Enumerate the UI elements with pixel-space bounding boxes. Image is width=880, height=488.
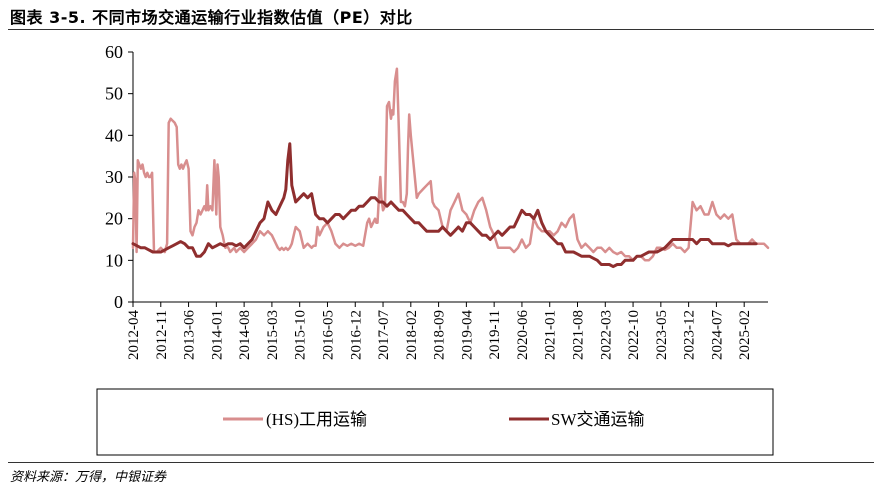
source-note: 资料来源：万得，中银证券: [10, 470, 167, 485]
series-line-hs: [131, 67, 770, 262]
x-axis: 2012-04 2012-11 2013-06 2014-01 2014-08 2015-…: [126, 301, 768, 360]
footer-divider: [8, 462, 874, 463]
x-tick-label: 2021-08: [571, 310, 587, 360]
x-tick-label: 2024-07: [709, 310, 725, 360]
y-tick-label: 60: [105, 42, 123, 62]
x-tick-label: 2012-11: [154, 310, 170, 359]
x-tick-label: 2013-06: [182, 310, 198, 360]
legend-box: [96, 388, 774, 456]
y-tick-label: 10: [105, 250, 123, 270]
legend-label-sw: SW交通运输: [551, 410, 645, 429]
x-tick-label: 2017-07: [376, 310, 392, 360]
x-tick-label: 2018-09: [432, 310, 448, 360]
x-tick-label: 2019-11: [487, 310, 503, 359]
y-tick-label: 50: [105, 84, 123, 104]
x-tick-label: 2022-03: [598, 310, 614, 360]
y-tick-label: 0: [114, 292, 123, 312]
x-tick-label: 2020-06: [515, 310, 531, 360]
y-axis: 0 10 20 30 40 50 60: [105, 42, 134, 312]
series-line-sw: [131, 142, 758, 269]
x-tick-label: 2022-10: [626, 310, 642, 360]
chart: 0 10 20 30 40 50 60 2012-04 2012-11 2013-06 2014-…: [96, 42, 774, 456]
x-tick-label: 2023-05: [654, 310, 670, 360]
x-tick-label: 2014-08: [237, 310, 253, 360]
x-tick-label: 2023-12: [682, 310, 698, 360]
x-tick-label: 2019-04: [459, 310, 475, 360]
chart-title: 图表 3-5. 不同市场交通运输行业指数估值（PE）对比: [10, 8, 413, 27]
x-tick-label: 2015-10: [293, 310, 309, 360]
legend: (HS)工用运输 SW交通运输: [96, 388, 774, 456]
y-tick-label: 20: [105, 209, 123, 229]
x-tick-label: 2014-01: [209, 310, 225, 360]
x-tick-label: 2025-02: [737, 310, 753, 360]
x-tick-label: 2016-05: [320, 310, 336, 360]
x-tick-label: 2015-03: [265, 310, 281, 360]
series-lines: [131, 67, 770, 269]
x-tick-label: 2018-02: [404, 310, 420, 360]
x-tick-label: 2021-01: [543, 310, 559, 360]
title-divider: [8, 29, 874, 30]
legend-label-hs: (HS)工用运输: [266, 410, 367, 429]
y-tick-label: 30: [105, 167, 123, 187]
x-tick-label: 2016-12: [348, 310, 364, 360]
y-tick-label: 40: [105, 125, 123, 145]
x-tick-label: 2012-04: [126, 310, 142, 360]
